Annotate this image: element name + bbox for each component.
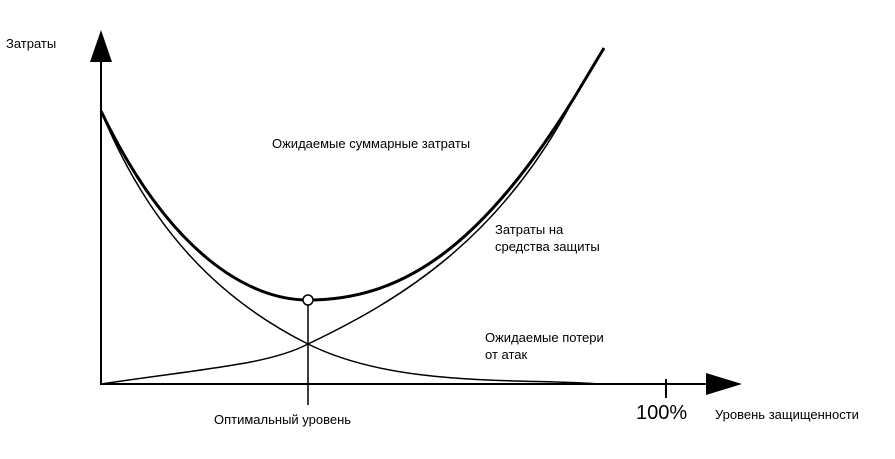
y-axis-label: Затраты [6, 36, 56, 51]
total-costs-label: Ожидаемые суммарные затраты [272, 136, 470, 151]
optimal-point-marker [302, 294, 314, 306]
total-costs-curve [99, 47, 606, 302]
attack-losses-label-line2: от атак [485, 347, 527, 362]
optimal-level-label: Оптимальный уровень [214, 412, 351, 427]
protection-costs-label-line1: Затраты на [495, 222, 564, 237]
x-axis-label: Уровень защищенности [715, 407, 859, 422]
attack-losses-label-line1: Ожидаемые потери [485, 330, 604, 345]
hundred-percent-label: 100% [636, 402, 687, 424]
y-axis-arrowhead [90, 30, 112, 62]
x-axis-arrowhead [706, 373, 742, 395]
protection-costs-curve [100, 97, 575, 385]
protection-costs-label-line2: средства защиты [495, 239, 600, 254]
